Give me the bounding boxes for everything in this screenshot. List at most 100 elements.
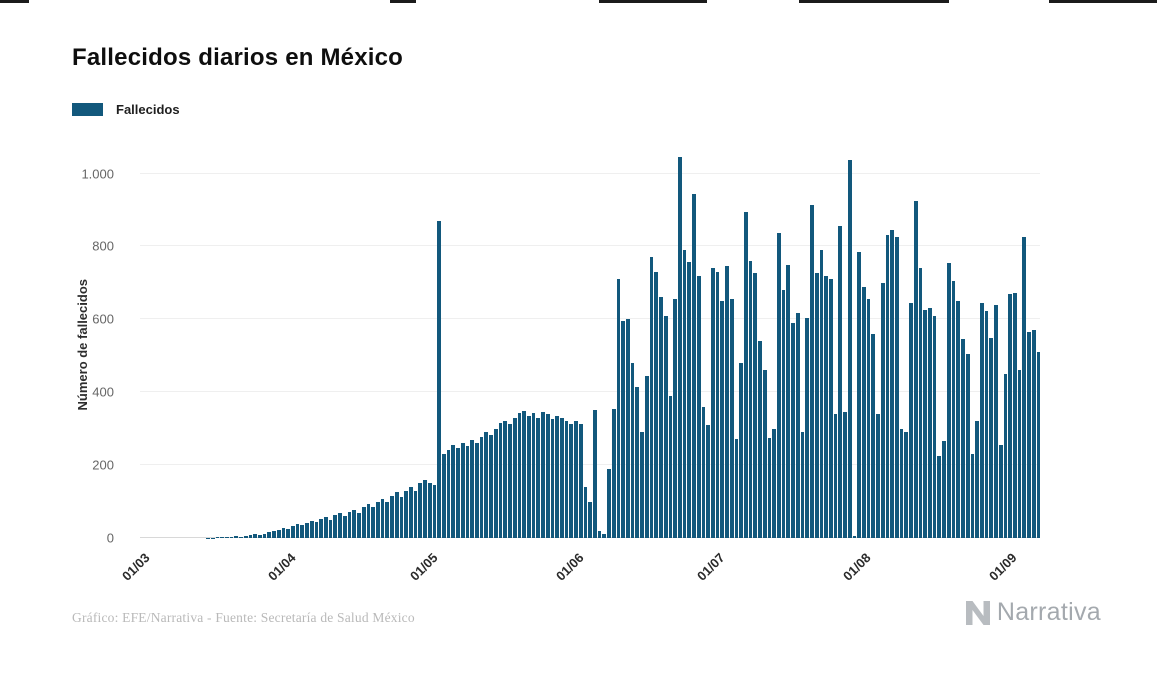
bar [423, 480, 427, 538]
bar [493, 428, 498, 538]
bar [427, 483, 432, 538]
bar [569, 424, 574, 538]
bar [545, 414, 550, 538]
bar [909, 302, 913, 538]
x-tick-label: 01/04 [265, 550, 300, 584]
bar [786, 265, 791, 538]
bar [229, 536, 234, 538]
gridline [140, 391, 1040, 393]
bar [550, 419, 555, 538]
bar [512, 417, 517, 538]
y-tick-label: 0 [106, 530, 114, 546]
bar [361, 507, 366, 538]
bar [701, 406, 706, 538]
bar [1022, 237, 1027, 538]
bar [857, 251, 861, 538]
bar [795, 312, 800, 538]
bar [621, 321, 626, 538]
bar [706, 425, 710, 538]
bar [748, 261, 753, 538]
bar [357, 512, 361, 538]
bar [328, 519, 333, 538]
bar [536, 417, 541, 538]
bar [465, 446, 470, 538]
bar [725, 266, 729, 538]
bar [677, 157, 682, 538]
bar [885, 235, 890, 538]
bar [847, 160, 852, 538]
bar [753, 272, 758, 538]
bar [692, 193, 696, 538]
bar [975, 421, 979, 538]
bar [828, 278, 833, 538]
bar [408, 486, 413, 538]
bar [696, 275, 701, 538]
bar [385, 501, 390, 538]
bar [729, 299, 734, 538]
bar [1003, 373, 1008, 538]
bar [758, 341, 762, 538]
bar [890, 230, 894, 538]
bar [739, 363, 743, 538]
bar [366, 504, 371, 538]
bar [880, 282, 885, 538]
bar [965, 353, 970, 538]
bar [852, 536, 857, 538]
bar [446, 449, 451, 538]
bar [526, 415, 531, 538]
top-edge-artifact [1049, 0, 1157, 3]
legend-swatch-icon [72, 103, 103, 116]
bar [555, 415, 559, 538]
bar [833, 414, 838, 538]
bar [583, 486, 588, 538]
y-tick-label: 800 [92, 238, 114, 254]
top-edge-artifact [599, 0, 707, 3]
bar [281, 527, 286, 538]
bar [710, 268, 715, 538]
y-tick-label: 1.000 [81, 166, 114, 182]
bar [805, 317, 810, 538]
bar-series-fallecidos [140, 148, 1041, 538]
legend-label: Fallecidos [116, 102, 180, 117]
bar [257, 534, 262, 538]
bar [460, 443, 465, 538]
bar [432, 485, 437, 538]
bar [630, 363, 635, 538]
bar [224, 536, 229, 538]
bar [1012, 293, 1017, 538]
bar [333, 515, 338, 538]
bar [904, 431, 909, 538]
bar [380, 498, 385, 538]
bar [673, 299, 677, 538]
bar [442, 454, 446, 538]
bar [479, 436, 484, 538]
bar [876, 414, 880, 538]
bar [626, 319, 630, 538]
bar [984, 310, 989, 538]
bar [1027, 332, 1031, 538]
bar [602, 533, 607, 538]
bar [295, 524, 300, 538]
bar [522, 411, 526, 538]
x-tick-label: 01/08 [840, 550, 874, 584]
bar [767, 437, 772, 538]
bar [253, 534, 257, 538]
bar [649, 256, 654, 538]
x-tick-label: 01/03 [119, 550, 153, 584]
x-tick-label: 01/07 [694, 550, 728, 584]
bar [314, 521, 319, 538]
bar [470, 440, 475, 538]
bar [220, 537, 224, 538]
bar [843, 412, 847, 538]
bar [989, 337, 994, 538]
bar [682, 250, 687, 538]
bar [1036, 352, 1041, 538]
bar [574, 421, 578, 538]
bar [272, 530, 276, 538]
source-credit: Gráfico: EFE/Narrativa - Fuente: Secreta… [72, 610, 415, 625]
bar [913, 200, 918, 538]
bar [248, 535, 253, 538]
bar [994, 304, 998, 538]
bar [324, 516, 328, 538]
bar [262, 533, 267, 538]
